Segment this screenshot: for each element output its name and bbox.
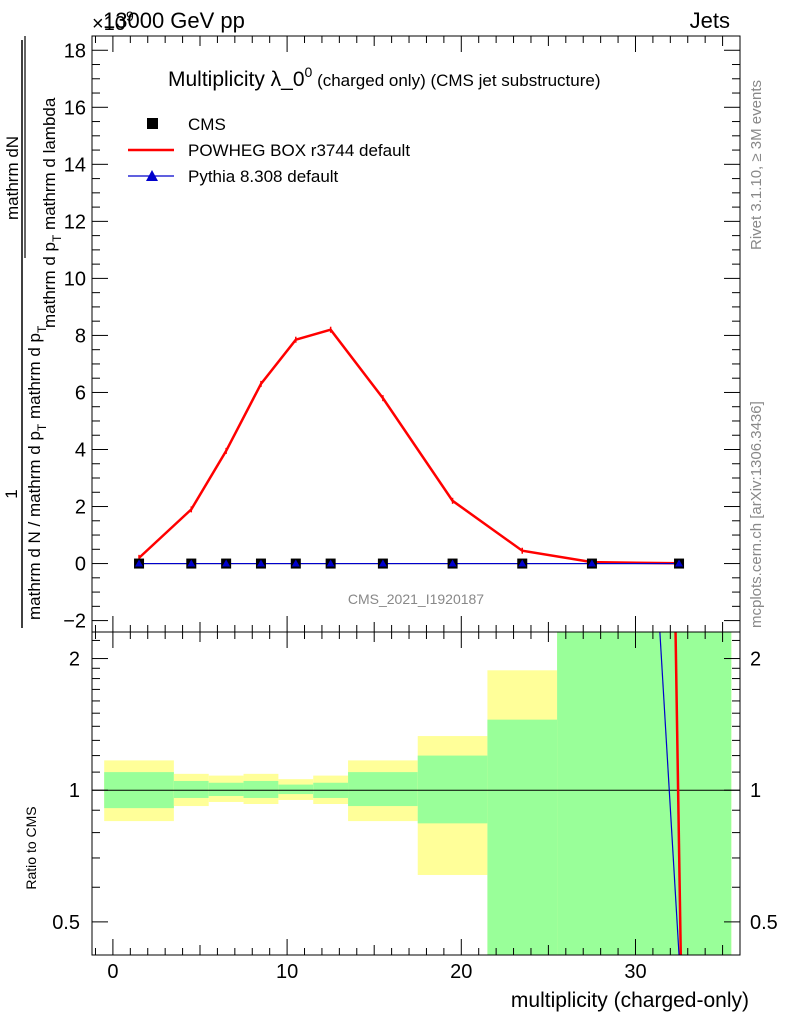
lower-ytick-label-0: 0.5	[52, 912, 80, 934]
pythia-point-4	[291, 559, 300, 567]
ratio-band-green-2	[208, 782, 244, 797]
plot-title: Multiplicity λ_00 (charged only) (CMS je…	[168, 64, 601, 91]
ratio-line-1	[659, 631, 680, 956]
pythia-point-3	[256, 559, 265, 567]
pythia-point-1	[187, 559, 196, 567]
upper-ytick-label-10: 10	[64, 268, 86, 290]
pythia-point-7	[448, 559, 457, 567]
lower-frame	[91, 631, 741, 956]
ratio-band-green-4	[278, 784, 314, 795]
header-left: 13000 GeV pp	[103, 8, 245, 33]
pythia-point-10	[675, 559, 684, 567]
lower-ytick-label-2: 2	[69, 649, 80, 671]
lower-ytick-label-1: 1	[69, 780, 80, 802]
legend-cms-label: CMS	[188, 115, 226, 134]
ratio-band-green-9	[557, 632, 732, 955]
upper-y-label: mathrm d N / mathrm d pT mathrm d pT 1 m…	[2, 36, 64, 628]
legend: CMS POWHEG BOX r3744 default Pythia 8.30…	[128, 115, 410, 186]
header-right: Jets	[690, 8, 730, 33]
lower-ytick-label-right-0: 0.5	[750, 912, 778, 934]
upper-panel	[92, 36, 740, 632]
ratio-bands	[104, 632, 732, 955]
x-axis-label: multiplicity (charged-only)	[511, 989, 749, 1012]
upper-ytick-label-2: 2	[75, 497, 86, 519]
legend-pythia-marker	[146, 170, 158, 181]
upper-ytick-label--2: −2	[63, 611, 86, 633]
upper-ytick-label-14: 14	[64, 154, 86, 176]
y-label-outer-den: mathrm d N / mathrm d pT mathrm d pT	[25, 325, 49, 620]
legend-pythia-label: Pythia 8.308 default	[188, 167, 339, 186]
upper-ytick-label-18: 18	[64, 40, 86, 62]
lower-ytick-label-right-1: 1	[750, 780, 761, 802]
ratio-line-0	[674, 631, 683, 956]
rivet-label: Rivet 3.1.10, ≥ 3M events	[748, 80, 765, 250]
upper-ytick-label-4: 4	[75, 439, 86, 461]
ratio-band-green-6	[348, 772, 418, 807]
upper-plot-area	[92, 36, 740, 632]
x-tick-label-2: 20	[450, 961, 472, 983]
y-label-inner-num: mathrm dN	[3, 136, 22, 220]
pythia-point-9	[587, 559, 596, 567]
x-tick-label-1: 10	[276, 961, 298, 983]
mcplots-label: mcplots.cern.ch [arXiv:1306.3436]	[748, 401, 765, 628]
pythia-point-0	[135, 559, 144, 567]
legend-cms-marker	[147, 118, 158, 129]
analysis-id: CMS_2021_I1920187	[348, 591, 484, 607]
ratio-band-green-7	[417, 755, 488, 824]
pythia-point-6	[378, 559, 387, 567]
ratio-band-green-1	[173, 780, 209, 798]
upper-ytick-label-0: 0	[75, 554, 86, 576]
x-tick-label-0: 0	[107, 961, 118, 983]
upper-ytick-label-12: 12	[64, 211, 86, 233]
pythia-point-5	[326, 559, 335, 567]
pythia-point-8	[518, 559, 527, 567]
ratio-band-green-8	[487, 719, 558, 955]
y-label-outer-num: 1	[2, 489, 21, 498]
x-tick-label-3: 30	[624, 961, 646, 983]
pythia-point-2	[222, 559, 231, 567]
header-exponent: ×109	[92, 8, 134, 35]
upper-ytick-label-6: 6	[75, 382, 86, 404]
ratio-y-label: Ratio to CMS	[23, 806, 39, 889]
lower-ytick-label-right-2: 2	[750, 649, 761, 671]
upper-ytick-label-8: 8	[75, 325, 86, 347]
upper-ytick-label-16: 16	[64, 97, 86, 119]
y-label-inner-den: mathrm d pT mathrm d lambda	[40, 97, 64, 328]
ratio-band-green-3	[243, 780, 279, 798]
legend-powheg-label: POWHEG BOX r3744 default	[188, 141, 410, 160]
